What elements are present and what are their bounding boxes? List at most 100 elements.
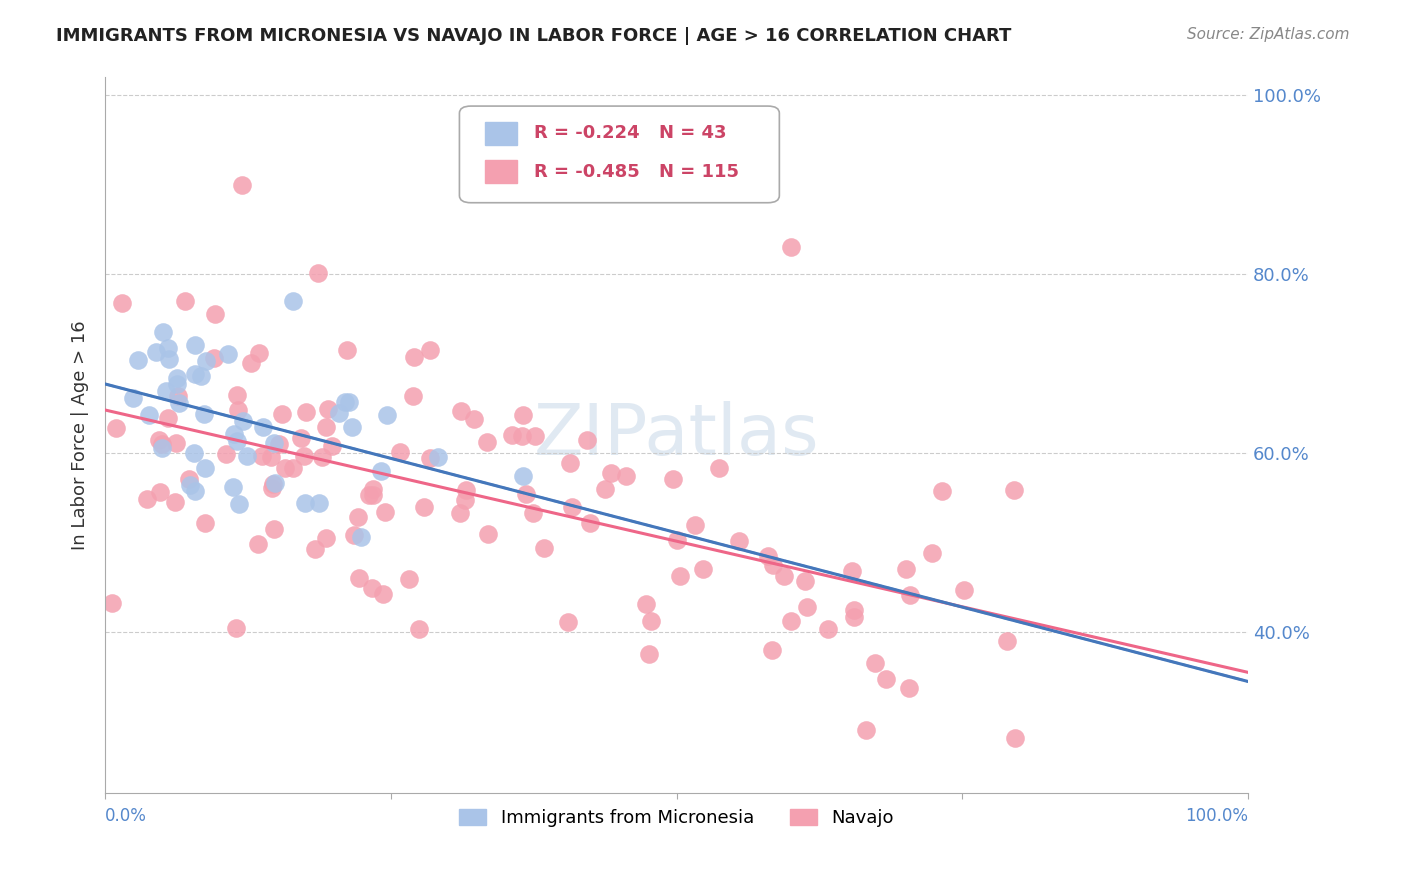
Point [841, 564, 863, 578]
Point [232, 414, 254, 428]
FancyBboxPatch shape [460, 106, 779, 202]
Point [157, 351, 180, 366]
Point [575, 433, 598, 447]
Point [340, 420, 363, 434]
Point [842, 609, 865, 624]
Point [177, 472, 200, 486]
Point [194, 461, 217, 475]
Point [454, 492, 477, 507]
Point [450, 404, 472, 418]
Point [240, 356, 263, 370]
Point [761, 643, 783, 657]
Point [308, 496, 330, 510]
Point [863, 656, 886, 670]
Point [295, 405, 318, 419]
Point [593, 482, 616, 496]
Point [271, 407, 294, 421]
Point [145, 345, 167, 359]
Point [408, 622, 430, 636]
Point [260, 481, 283, 495]
Point [225, 388, 247, 402]
Point [727, 533, 749, 548]
Point [150, 436, 173, 450]
Point [683, 517, 706, 532]
Point [150, 441, 173, 455]
Point [292, 449, 315, 463]
Point [252, 420, 274, 434]
Point [294, 496, 316, 510]
Point [316, 402, 339, 417]
Point [290, 431, 312, 445]
Point [561, 500, 583, 514]
Point [894, 562, 917, 576]
Point [333, 394, 356, 409]
Point [173, 294, 195, 309]
Point [269, 437, 291, 451]
Point [156, 341, 179, 355]
Point [215, 447, 238, 461]
Point [225, 434, 247, 448]
Point [1004, 731, 1026, 745]
Point [512, 469, 534, 483]
Point [343, 528, 366, 542]
Point [463, 412, 485, 426]
Text: N = 115: N = 115 [659, 163, 740, 181]
Point [402, 351, 425, 365]
Point [347, 571, 370, 585]
Point [194, 516, 217, 530]
Point [558, 456, 581, 470]
Point [637, 647, 659, 661]
Point [166, 376, 188, 391]
Point [315, 532, 337, 546]
Point [361, 488, 384, 502]
Point [419, 450, 441, 465]
Point [195, 353, 218, 368]
Point [533, 541, 555, 555]
Point [375, 409, 398, 423]
Point [842, 602, 865, 616]
Point [1002, 483, 1025, 497]
Point [371, 587, 394, 601]
Point [225, 621, 247, 635]
Point [898, 588, 921, 602]
Point [398, 572, 420, 586]
Point [477, 527, 499, 541]
Text: ZIPatlas: ZIPatlas [534, 401, 820, 470]
Text: N = 43: N = 43 [659, 124, 727, 143]
Point [263, 522, 285, 536]
Point [163, 495, 186, 509]
Point [127, 353, 149, 368]
Point [692, 562, 714, 576]
Point [184, 338, 207, 352]
Point [224, 427, 246, 442]
Point [247, 345, 270, 359]
Point [155, 384, 177, 398]
Point [953, 583, 976, 598]
Point [307, 266, 329, 280]
Point [401, 388, 423, 402]
Point [135, 491, 157, 506]
Text: 0.0%: 0.0% [105, 806, 148, 825]
Point [419, 343, 441, 358]
Point [855, 723, 877, 738]
Point [273, 460, 295, 475]
Point [328, 406, 350, 420]
Point [336, 343, 359, 357]
Text: Source: ZipAtlas.com: Source: ZipAtlas.com [1187, 27, 1350, 42]
Point [897, 681, 920, 696]
Point [361, 482, 384, 496]
Point [796, 600, 818, 615]
Point [315, 420, 337, 434]
Point [614, 469, 637, 483]
Point [202, 351, 225, 366]
Point [515, 487, 537, 501]
Point [166, 371, 188, 385]
Point [756, 549, 779, 563]
Point [190, 368, 212, 383]
Point [350, 530, 373, 544]
Point [995, 634, 1018, 648]
Point [226, 402, 249, 417]
Point [426, 450, 449, 464]
Point [101, 596, 124, 610]
Legend: Immigrants from Micronesia, Navajo: Immigrants from Micronesia, Navajo [451, 802, 901, 834]
